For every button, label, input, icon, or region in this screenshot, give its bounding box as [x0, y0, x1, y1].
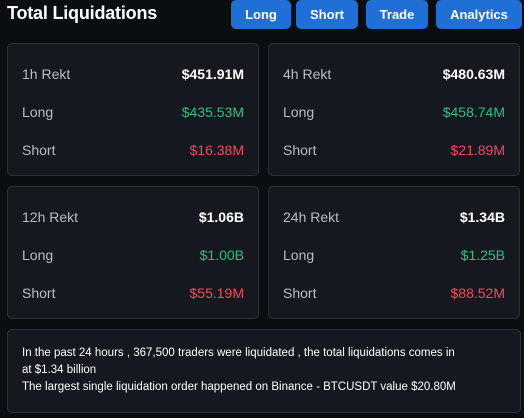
total-row: 4h Rekt $480.63M	[283, 64, 505, 84]
long-row: Long $458.74M	[283, 102, 505, 122]
summary-panel: In the past 24 hours , 367,500 traders w…	[7, 329, 521, 413]
short-row: Short $55.19M	[22, 283, 244, 303]
total-value: $1.34B	[459, 209, 505, 225]
total-value: $480.63M	[442, 66, 505, 82]
short-value: $21.89M	[450, 142, 505, 158]
total-value: $451.91M	[181, 66, 244, 82]
card-12h-rekt: 12h Rekt $1.06B Long $1.00B Short $55.19…	[7, 186, 259, 319]
short-row: Short $16.38M	[22, 140, 244, 160]
total-value: $1.06B	[198, 209, 244, 225]
summary-line-1: In the past 24 hours , 367,500 traders w…	[22, 347, 455, 359]
card-4h-rekt: 4h Rekt $480.63M Long $458.74M Short $21…	[268, 43, 520, 176]
long-value: $1.25B	[460, 247, 505, 263]
total-row: 1h Rekt $451.91M	[22, 64, 244, 84]
long-value: $1.00B	[199, 247, 244, 263]
long-button[interactable]: Long	[231, 0, 291, 29]
short-label: Short	[22, 142, 56, 158]
long-label: Long	[283, 247, 315, 263]
short-row: Short $21.89M	[283, 140, 505, 160]
long-row: Long $1.00B	[22, 245, 244, 265]
trade-button[interactable]: Trade	[366, 0, 428, 29]
page-title: Total Liquidations	[7, 3, 158, 23]
period-label: 4h Rekt	[283, 66, 332, 82]
summary-line-3: The largest single liquidation order hap…	[22, 381, 456, 393]
short-value: $16.38M	[189, 142, 244, 158]
card-1h-rekt: 1h Rekt $451.91M Long $435.53M Short $16…	[7, 43, 259, 176]
period-label: 12h Rekt	[22, 209, 79, 225]
short-button[interactable]: Short	[296, 0, 358, 29]
long-label: Long	[22, 104, 54, 120]
short-label: Short	[283, 142, 317, 158]
short-row: Short $88.52M	[283, 283, 505, 303]
analytics-button[interactable]: Analytics	[436, 0, 522, 29]
period-label: 1h Rekt	[22, 66, 71, 82]
header: Total Liquidations Long Short Trade Anal…	[0, 0, 524, 30]
total-row: 24h Rekt $1.34B	[283, 207, 505, 227]
long-row: Long $435.53M	[22, 102, 244, 122]
long-label: Long	[22, 247, 54, 263]
long-label: Long	[283, 104, 315, 120]
total-row: 12h Rekt $1.06B	[22, 207, 244, 227]
summary-line-2: at $1.34 billion	[22, 364, 97, 376]
long-value: $458.74M	[442, 104, 505, 120]
short-label: Short	[22, 285, 56, 301]
long-value: $435.53M	[181, 104, 244, 120]
short-label: Short	[283, 285, 317, 301]
short-value: $55.19M	[189, 285, 244, 301]
card-24h-rekt: 24h Rekt $1.34B Long $1.25B Short $88.52…	[268, 186, 520, 319]
period-label: 24h Rekt	[283, 209, 340, 225]
short-value: $88.52M	[450, 285, 505, 301]
long-row: Long $1.25B	[283, 245, 505, 265]
